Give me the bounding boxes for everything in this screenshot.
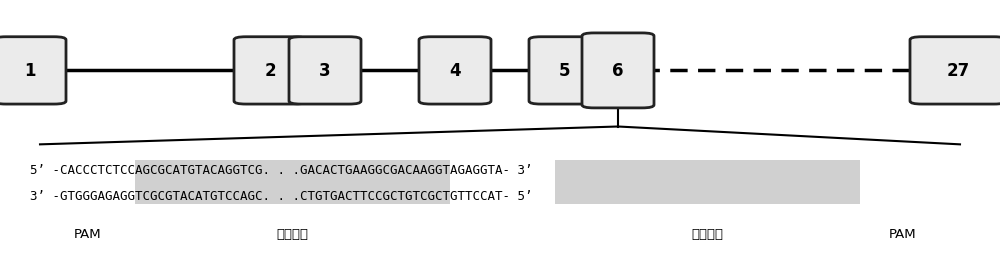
- Text: 5: 5: [559, 62, 571, 80]
- Bar: [135, 160, 450, 204]
- Text: 4: 4: [449, 62, 461, 80]
- Text: 5’ -CACCCTCTCCAGCGCATGTACAGGTCG. . .GACACTGAAGGCGACAAGGTAGAGGTA- 3’: 5’ -CACCCTCTCCAGCGCATGTACAGGTCG. . .GACA…: [30, 164, 532, 177]
- FancyBboxPatch shape: [234, 38, 306, 105]
- Text: 27: 27: [946, 62, 970, 80]
- Text: 1: 1: [24, 62, 36, 80]
- FancyBboxPatch shape: [419, 38, 491, 105]
- FancyBboxPatch shape: [910, 38, 1000, 105]
- FancyBboxPatch shape: [529, 38, 601, 105]
- Text: 2: 2: [264, 62, 276, 80]
- Text: 靶标序列: 靶标序列: [691, 227, 723, 240]
- Text: 靶标序列: 靶标序列: [276, 227, 308, 240]
- Text: 6: 6: [612, 62, 624, 80]
- Text: PAM: PAM: [74, 227, 102, 240]
- Text: 3’ -GTGGGAGAGGTCGCGTACATGTCCAGC. . .CTGTGACTTCCGCTGTCGCTGTTCCAT- 5’: 3’ -GTGGGAGAGGTCGCGTACATGTCCAGC. . .CTGT…: [30, 189, 532, 202]
- FancyBboxPatch shape: [582, 34, 654, 108]
- Text: PAM: PAM: [889, 227, 917, 240]
- Bar: [555, 160, 860, 204]
- Text: 3: 3: [319, 62, 331, 80]
- FancyBboxPatch shape: [289, 38, 361, 105]
- FancyBboxPatch shape: [0, 38, 66, 105]
